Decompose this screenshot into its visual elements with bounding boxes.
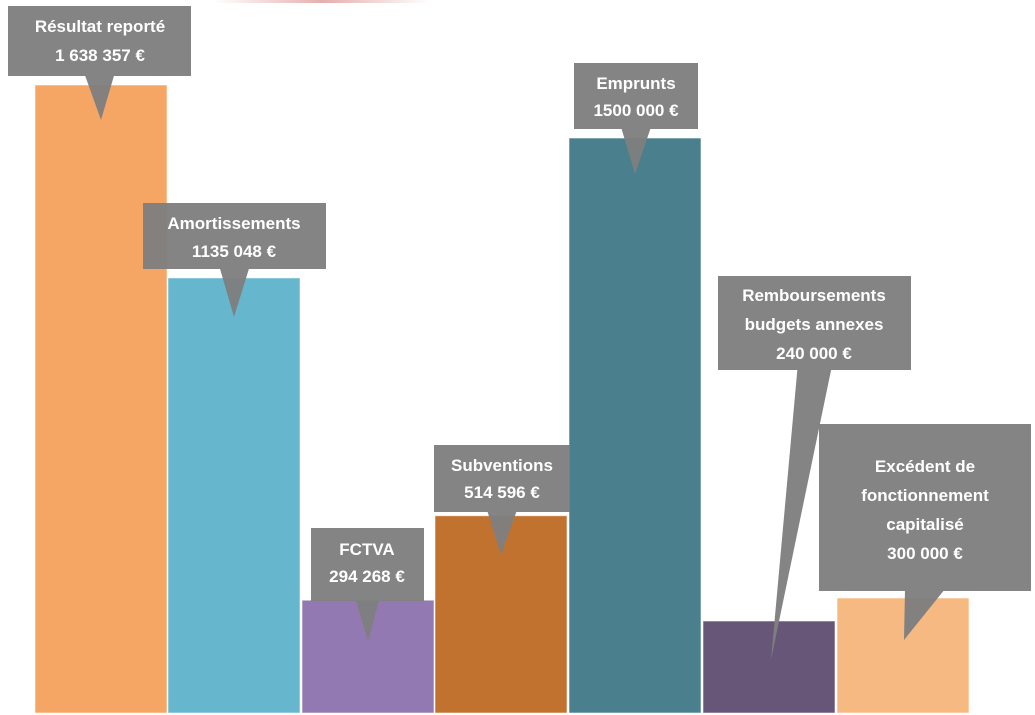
callout-pointer <box>771 368 832 660</box>
data-label: 1135 048 € <box>192 242 277 261</box>
bar-emprunts <box>568 137 702 714</box>
callout-box <box>718 276 911 370</box>
category-label: Excédent de <box>875 457 975 476</box>
callout-pointer <box>84 74 115 120</box>
callout-pointer <box>487 510 517 555</box>
callout-emprunts: Emprunts 1500 000 € <box>574 63 698 174</box>
data-label: 1 638 357 € <box>55 46 145 65</box>
category-label: Subventions <box>451 456 553 475</box>
callout-remboursements-budgets-annexes: Remboursements budgets annexes 240 000 € <box>718 276 911 660</box>
callouts: Résultat reporté 1 638 357 € Amortissement… <box>8 6 1031 660</box>
data-label: 514 596 € <box>464 483 540 502</box>
category-label: Amortissements <box>167 214 300 233</box>
data-label: 294 268 € <box>329 567 405 586</box>
bar-excedent-de-fonctionnement-capitalise <box>836 597 970 714</box>
category-label: Emprunts <box>596 74 675 93</box>
callout-amortissements: Amortissements 1135 048 € <box>143 203 326 317</box>
callout-excedent-de-fonctionnement-capitalise: Excédent de fonctionnement capitalisé 300 0… <box>819 424 1031 640</box>
callout-box <box>819 424 1031 591</box>
category-label: budgets annexes <box>745 315 884 334</box>
callout-box <box>143 203 326 269</box>
callout-subventions: Subventions 514 596 € <box>434 445 570 555</box>
callout-box <box>8 6 191 76</box>
category-label: FCTVA <box>339 540 394 559</box>
bar-remboursements-budgets-annexes <box>702 620 836 714</box>
data-label: 240 000 € <box>776 344 852 363</box>
top-accent-line <box>215 0 430 3</box>
data-label: 1500 000 € <box>593 101 679 120</box>
callout-pointer <box>621 127 651 174</box>
callout-box <box>574 63 698 129</box>
category-label: Résultat reporté <box>35 17 165 36</box>
bar-amortissements <box>167 277 301 714</box>
callout-box <box>434 445 570 512</box>
bar-resultat-reporte <box>34 84 168 714</box>
data-label: 300 000 € <box>887 544 963 563</box>
category-label: fonctionnement <box>861 486 989 505</box>
callout-pointer <box>904 589 945 640</box>
category-label: capitalisé <box>886 515 964 534</box>
bars <box>34 84 970 714</box>
callout-resultat-reporte: Résultat reporté 1 638 357 € <box>8 6 191 120</box>
callout-pointer <box>219 267 250 317</box>
callout-box <box>311 528 424 601</box>
callout-pointer <box>355 599 380 641</box>
category-label: Remboursements <box>742 286 886 305</box>
callout-fctva: FCTVA 294 268 € <box>311 528 424 641</box>
